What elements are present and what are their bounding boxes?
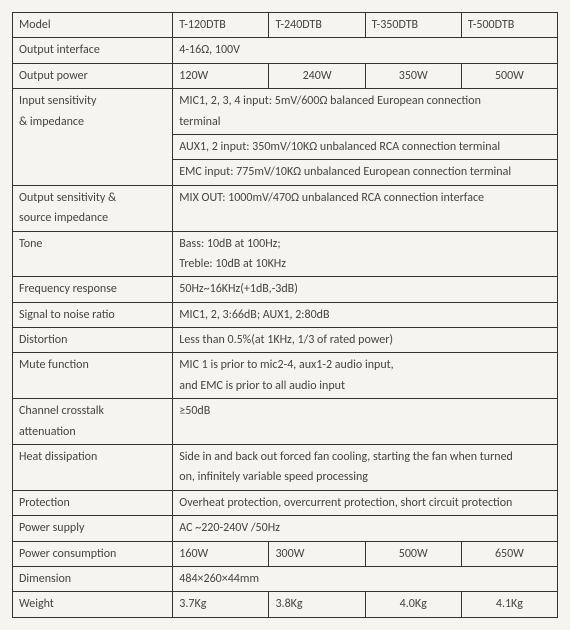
table-row: Heat dissipation Side in and back out fo… xyxy=(13,445,558,491)
cell-value: AC ~220-240V /50Hz xyxy=(173,516,558,541)
cell-value: 160W xyxy=(173,541,269,566)
cell-label: Tone xyxy=(13,231,173,277)
cell-label: Dimension xyxy=(13,566,173,591)
table-row: Frequency response 50Hz~16KHz(+1dB,-3dB) xyxy=(13,277,558,302)
value-line: MIC 1 is prior to mic2-4, aux1-2 audio i… xyxy=(179,358,393,372)
table-row: Output interface 4-16Ω, 100V xyxy=(13,38,558,63)
cell-value: 500W xyxy=(365,541,461,566)
cell-label: Protection xyxy=(13,490,173,515)
cell-value: 300W xyxy=(269,541,365,566)
cell-value: MIX OUT: 1000mV/470Ω unbalanced RCA conn… xyxy=(173,185,558,231)
table-row: Distortion Less than 0.5%(at 1KHz, 1/3 o… xyxy=(13,328,558,353)
cell-value: 120W xyxy=(173,63,269,88)
cell-value: MIC 1 is prior to mic2-4, aux1-2 audio i… xyxy=(173,353,558,399)
value-line: Bass: 10dB at 100Hz; xyxy=(179,237,280,251)
cell-value: Bass: 10dB at 100Hz; Treble: 10dB at 10K… xyxy=(173,231,558,277)
table-row: Output power 120W 240W 350W 500W xyxy=(13,63,558,88)
cell-value: T-500DTB xyxy=(461,13,557,38)
cell-value: T-240DTB xyxy=(269,13,365,38)
cell-label: Heat dissipation xyxy=(13,445,173,491)
cell-value: T-120DTB xyxy=(173,13,269,38)
table-row: Model T-120DTB T-240DTB T-350DTB T-500DT… xyxy=(13,13,558,38)
label-line: Output sensitivity & xyxy=(19,191,116,205)
label-line: attenuation xyxy=(19,425,76,439)
cell-value: Overheat protection, overcurrent protect… xyxy=(173,490,558,515)
value-line: on, infinitely variable speed processing xyxy=(179,470,368,484)
table-row: Protection Overheat protection, overcurr… xyxy=(13,490,558,515)
cell-label: Signal to noise ratio xyxy=(13,302,173,327)
cell-value: 484×260×44mm xyxy=(173,566,558,591)
table-row: Channel crosstalk attenuation ≥50dB xyxy=(13,399,558,445)
cell-value: 240W xyxy=(269,63,365,88)
cell-value: ≥50dB xyxy=(173,399,558,445)
table-row: Dimension 484×260×44mm xyxy=(13,566,558,591)
cell-value: 3.8Kg xyxy=(269,592,365,617)
table-row: Power consumption 160W 300W 500W 650W xyxy=(13,541,558,566)
cell-label: Output sensitivity & source impedance xyxy=(13,185,173,231)
value-line: terminal xyxy=(179,115,220,129)
table-row: Output sensitivity & source impedance MI… xyxy=(13,185,558,231)
label-line: source impedance xyxy=(19,211,108,225)
cell-value: 3.7Kg xyxy=(173,592,269,617)
cell-value: 50Hz~16KHz(+1dB,-3dB) xyxy=(173,277,558,302)
cell-value: 4-16Ω, 100V xyxy=(173,38,558,63)
cell-value: 4.1Kg xyxy=(461,592,557,617)
cell-label: Model xyxy=(13,13,173,38)
cell-label: Input sensitivity & impedance xyxy=(13,89,173,186)
table-row: Power supply AC ~220-240V /50Hz xyxy=(13,516,558,541)
cell-value: Side in and back out forced fan cooling,… xyxy=(173,445,558,491)
cell-label: Distortion xyxy=(13,328,173,353)
value-line: Treble: 10dB at 10KHz xyxy=(179,257,286,271)
cell-label: Power supply xyxy=(13,516,173,541)
cell-label: Power consumption xyxy=(13,541,173,566)
cell-value: Less than 0.5%(at 1KHz, 1/3 of rated pow… xyxy=(173,328,558,353)
cell-value: EMC input: 775mV/10KΩ unbalanced Europea… xyxy=(173,160,558,185)
table-row: Input sensitivity & impedance MIC1, 2, 3… xyxy=(13,89,558,135)
cell-value: 4.0Kg xyxy=(365,592,461,617)
cell-label: Mute function xyxy=(13,353,173,399)
label-line: Channel crosstalk xyxy=(19,404,104,418)
value-line: Side in and back out forced fan cooling,… xyxy=(179,450,513,464)
table-row: Tone Bass: 10dB at 100Hz; Treble: 10dB a… xyxy=(13,231,558,277)
cell-label: Weight xyxy=(13,592,173,617)
table-row: Mute function MIC 1 is prior to mic2-4, … xyxy=(13,353,558,399)
cell-label: Frequency response xyxy=(13,277,173,302)
cell-value: AUX1, 2 input: 350mV/10KΩ unbalanced RCA… xyxy=(173,134,558,159)
cell-label: Output interface xyxy=(13,38,173,63)
cell-value: T-350DTB xyxy=(365,13,461,38)
cell-value: MIC1, 2, 3:66dB; AUX1, 2:80dB xyxy=(173,302,558,327)
cell-value: 500W xyxy=(461,63,557,88)
cell-value: 650W xyxy=(461,541,557,566)
label-line: Input sensitivity xyxy=(19,94,96,108)
label-line: & impedance xyxy=(19,115,84,129)
table-row: Weight 3.7Kg 3.8Kg 4.0Kg 4.1Kg xyxy=(13,592,558,617)
value-line: and EMC is prior to all audio input xyxy=(179,379,345,393)
value-line: MIC1, 2, 3, 4 input: 5mV/600Ω balanced E… xyxy=(179,94,481,108)
cell-label: Channel crosstalk attenuation xyxy=(13,399,173,445)
table-row: Signal to noise ratio MIC1, 2, 3:66dB; A… xyxy=(13,302,558,327)
cell-label: Output power xyxy=(13,63,173,88)
spec-table: Model T-120DTB T-240DTB T-350DTB T-500DT… xyxy=(12,12,558,618)
cell-value: MIC1, 2, 3, 4 input: 5mV/600Ω balanced E… xyxy=(173,89,558,135)
cell-value: 350W xyxy=(365,63,461,88)
